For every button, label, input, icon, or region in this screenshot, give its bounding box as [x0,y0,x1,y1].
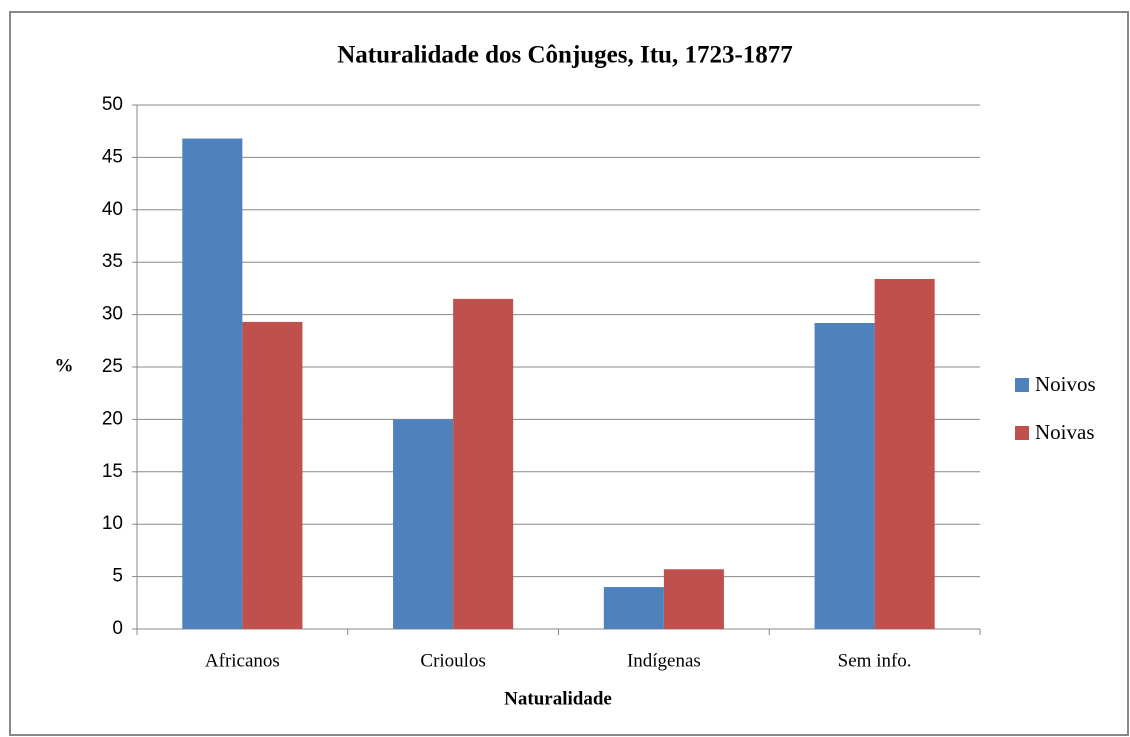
x-tick-label: Sem info. [838,650,912,671]
bar [814,322,875,629]
y-tick-label: 30 [102,304,123,325]
bar [242,321,303,629]
x-tick-label: Crioulos [420,650,485,671]
y-axis-label: % [55,355,74,376]
x-tick-label: Indígenas [627,650,701,671]
y-tick-label: 5 [112,566,123,587]
legend-swatch [1015,378,1029,392]
x-axis-label: Naturalidade [504,688,612,709]
y-tick-label: 0 [112,618,123,639]
y-tick-label: 40 [102,199,123,220]
legend-swatch [1015,426,1029,440]
y-tick-label: 35 [102,251,123,272]
y-tick-label: 45 [102,146,123,167]
chart-title: Naturalidade dos Cônjuges, Itu, 1723-187… [337,42,793,69]
legend-label: Noivas [1035,420,1095,444]
y-tick-label: 20 [102,408,123,429]
y-tick-label: 50 [102,94,123,115]
bar [663,569,724,629]
y-tick-label: 25 [102,356,123,377]
bar [393,419,454,629]
y-tick-label: 10 [102,513,123,534]
bar [453,298,514,629]
bar [874,278,935,629]
y-tick-label: 15 [102,461,123,482]
chart-frame [9,11,1129,736]
legend-label: Noivos [1035,372,1096,396]
x-tick-label: Africanos [205,650,280,671]
bar [182,138,243,629]
bar [603,587,664,629]
